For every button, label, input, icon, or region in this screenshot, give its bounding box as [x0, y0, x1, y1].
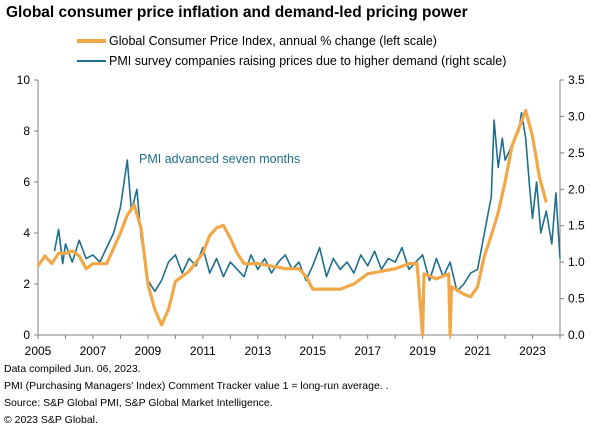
legend-label-cpi: Global Consumer Price Index, annual % ch…: [109, 34, 437, 48]
footnote-pmi-definition: PMI (Purchasing Managers' Index) Comment…: [4, 380, 389, 392]
right-tick-label: 1.0: [568, 255, 585, 269]
right-tick-label: 3.0: [568, 109, 585, 123]
axes: 0 2 4 6 8 10 0.0 0.5 1.0 1.5 2.0 2.5 3.0 3.5 2005 2007 2…: [17, 73, 585, 358]
legend-label-pmi: PMI survey companies raising prices due …: [109, 54, 506, 68]
x-tick-label: 2011: [190, 344, 216, 358]
footnote-source: Source: S&P Global PMI, S&P Global Marke…: [4, 397, 273, 409]
footnote-copyright: © 2023 S&P Global.: [4, 414, 98, 426]
x-tick-label: 2023: [519, 344, 546, 358]
chart-canvas: Global Consumer Price Index, annual % ch…: [17, 34, 585, 358]
x-tick-label: 2013: [244, 344, 271, 358]
right-tick-label: 0.0: [568, 328, 585, 342]
x-tick-label: 2017: [354, 344, 381, 358]
left-tick-label: 6: [23, 175, 30, 189]
right-tick-label: 1.5: [568, 219, 585, 233]
right-tick-label: 3.5: [568, 73, 585, 87]
left-tick-label: 0: [23, 328, 30, 342]
x-tick-label: 2015: [299, 344, 326, 358]
left-tick-label: 10: [17, 73, 31, 87]
left-tick-label: 4: [23, 226, 30, 240]
left-tick-label: 2: [23, 277, 30, 291]
legend: Global Consumer Price Index, annual % ch…: [77, 34, 506, 68]
pmi-series-line: [53, 112, 561, 293]
x-tick-label: 2021: [464, 344, 491, 358]
x-tick-label: 2005: [25, 344, 52, 358]
footnote-data-compiled: Data compiled Jun. 06, 2023.: [4, 363, 141, 375]
chart-title: Global consumer price inflation and dema…: [6, 4, 468, 21]
right-tick-label: 2.0: [568, 182, 585, 196]
series-layer: [36, 109, 561, 337]
annotation-pmi-advanced: PMI advanced seven months: [139, 152, 300, 166]
left-tick-label: 8: [23, 124, 30, 138]
right-tick-label: 2.5: [568, 146, 585, 160]
cpi-series-line: [36, 109, 548, 337]
right-tick-label: 0.5: [568, 292, 585, 306]
x-tick-label: 2007: [80, 344, 107, 358]
x-tick-label: 2019: [409, 344, 436, 358]
x-tick-label: 2009: [135, 344, 162, 358]
